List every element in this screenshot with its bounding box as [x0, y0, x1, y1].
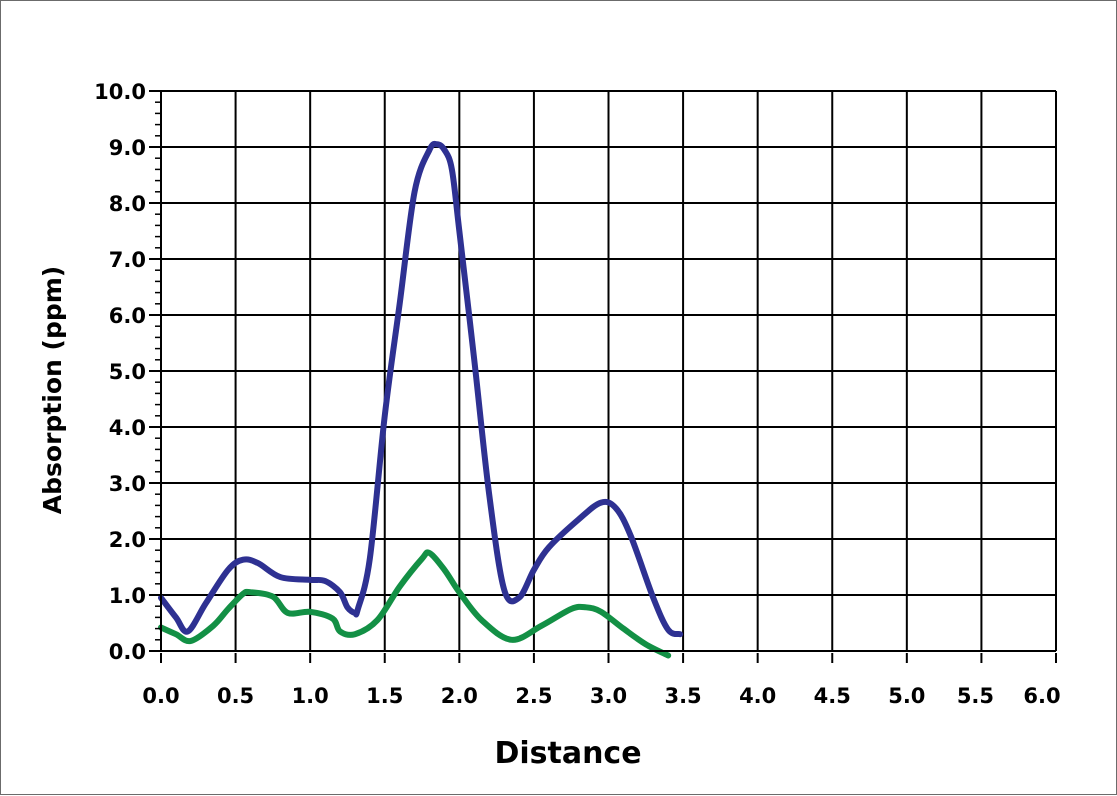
grid-lines [161, 90, 1057, 651]
y-tick-label-8: 8.0 [109, 192, 146, 216]
x-tick-label-9: 4.5 [814, 684, 851, 708]
series-layer [158, 140, 684, 659]
y-axis-title: Absorption (ppm) [38, 266, 67, 514]
x-axis-ticks: 0.0 0.5 1.0 1.5 2.0 2.5 3.0 3.5 4.0 4.5 5.0 5.5 6.0 [142, 653, 1061, 708]
y-tick-label-4: 4.0 [109, 416, 146, 440]
series-line-1 [158, 549, 672, 659]
x-tick-label-1: 0.5 [217, 684, 254, 708]
x-tick-label-3: 1.5 [366, 684, 403, 708]
y-tick-label-2: 2.0 [109, 528, 146, 552]
y-tick-label-5: 5.0 [109, 360, 146, 384]
x-tick-label-6: 3.0 [590, 684, 627, 708]
x-tick-label-0: 0.0 [142, 684, 179, 708]
y-tick-label-1: 1.0 [109, 584, 146, 608]
x-tick-label-12: 6.0 [1023, 684, 1060, 708]
x-axis-title: Distance [494, 736, 641, 771]
x-tick-label-5: 2.5 [515, 684, 552, 708]
x-tick-label-7: 3.5 [664, 684, 701, 708]
y-tick-label-7: 7.0 [109, 248, 146, 272]
x-tick-label-11: 5.5 [957, 684, 994, 708]
y-tick-label-6: 6.0 [109, 304, 146, 328]
y-tick-label-3: 3.0 [109, 472, 146, 496]
y-tick-label-9: 9.0 [109, 136, 146, 160]
x-tick-label-2: 1.0 [292, 684, 329, 708]
x-tick-label-8: 4.0 [739, 684, 776, 708]
x-tick-label-10: 5.0 [888, 684, 925, 708]
series-line-0 [158, 140, 684, 638]
y-tick-label-10: 10.0 [94, 80, 146, 104]
y-axis-ticks: 0.0 1.0 2.0 3.0 4.0 5.0 6.0 7.0 8.0 9.0 10.0 [94, 80, 161, 664]
x-tick-label-4: 2.0 [441, 684, 478, 708]
y-tick-label-0: 0.0 [109, 640, 146, 664]
